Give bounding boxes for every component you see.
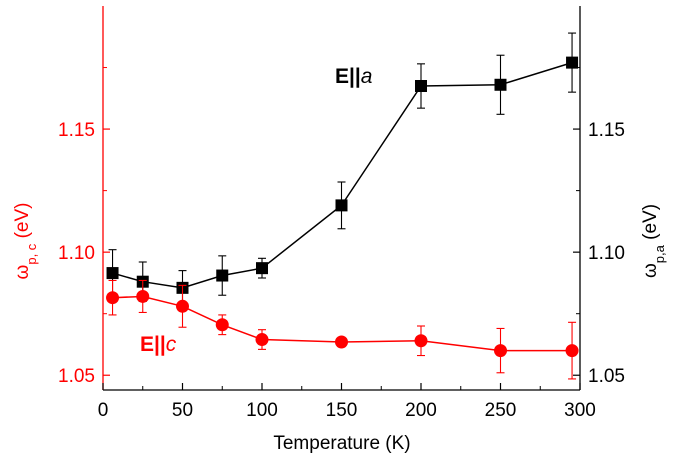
data-point [565, 344, 579, 358]
x-tick-label: 250 [485, 400, 517, 421]
svg-text:ωp,a (eV): ωp,a (eV) [640, 204, 667, 278]
left-axis-title-unit: (eV) [12, 203, 33, 244]
right-axis-title-sub: p,a [652, 244, 667, 263]
data-point [494, 78, 507, 91]
series-e-c [106, 279, 579, 380]
right-y-tick-label: 1.05 [588, 366, 625, 387]
data-point [136, 289, 150, 303]
data-point [176, 299, 189, 313]
data-point [256, 262, 268, 275]
x-tick-label: 200 [405, 400, 437, 421]
data-point [335, 199, 348, 212]
right-axis-title: ωp,a (eV) [640, 204, 667, 278]
data-point [106, 291, 120, 305]
left-y-tick-label: 1.10 [58, 243, 95, 264]
series-label-e-a: E||a [335, 65, 372, 88]
left-axis-title-main: ω [12, 265, 33, 280]
left-y-tick-label: 1.05 [58, 366, 95, 387]
x-tick-label: 150 [326, 400, 358, 421]
series-line [112, 61, 573, 289]
right-y-tick-label: 1.15 [588, 120, 625, 141]
data-point [255, 333, 269, 347]
left-axis-title: ωp, c (eV) [12, 203, 39, 280]
right-axis-title-main: ω [640, 263, 661, 278]
data-point [566, 56, 579, 69]
x-tick-label: 300 [564, 400, 596, 421]
svg-text:ωp, c (eV): ωp, c (eV) [12, 203, 39, 280]
data-point [106, 267, 119, 280]
right-axis-title-unit: (eV) [640, 204, 661, 245]
left-y-tick-label: 1.15 [58, 120, 95, 141]
x-tick-label: 0 [98, 400, 109, 421]
data-point [415, 80, 427, 92]
data-point [216, 269, 229, 282]
data-point [414, 334, 428, 348]
series-label-e-c: E||c [140, 333, 177, 356]
left-axis-title-sub: p, c [24, 243, 39, 264]
data-point [335, 335, 348, 349]
data-point [215, 318, 229, 332]
x-tick-label: 50 [172, 400, 193, 421]
right-y-tick-label: 1.10 [588, 243, 625, 264]
x-axis-title: Temperature (K) [273, 433, 410, 454]
data-point [494, 344, 507, 358]
x-tick-label: 100 [246, 400, 278, 421]
